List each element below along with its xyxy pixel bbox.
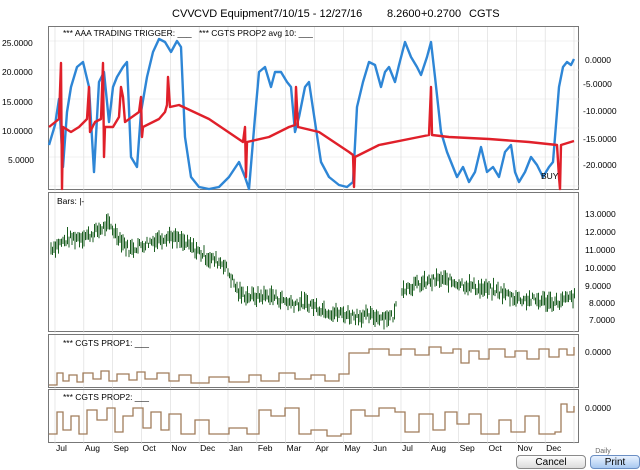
left-tick: 15.0000 xyxy=(2,97,33,107)
right-tick: 10.0000 xyxy=(585,263,616,273)
right-tick: -10.0000 xyxy=(583,106,617,116)
right-tick: 0.0000 xyxy=(585,55,611,65)
left-tick: 20.0000 xyxy=(2,67,33,77)
right-tick: 13.0000 xyxy=(585,209,616,219)
month-axis: Jul Aug Sep Oct Nov Dec Jan Feb Mar Apr May Jun Jul A… xyxy=(48,443,579,455)
prop2-line xyxy=(49,403,575,437)
prop1-panel[interactable]: *** CGTS PROP1: ___ xyxy=(48,334,579,389)
price-bars-plot xyxy=(50,193,575,333)
month-label: Nov xyxy=(517,443,533,453)
left-tick: 5.0000 xyxy=(8,155,34,165)
month-label: Mar xyxy=(286,443,302,453)
month-label: Dec xyxy=(200,443,216,453)
left-tick: 25.0000 xyxy=(2,38,33,48)
right-tick: 12.0000 xyxy=(585,227,616,237)
indicator-name: CGTS xyxy=(469,8,500,20)
company-name: CVD Equipment xyxy=(194,8,273,20)
prop2-avg-line xyxy=(47,37,576,191)
right-tick: 7.0000 xyxy=(589,315,615,325)
month-label: Feb xyxy=(257,443,273,453)
month-label: May xyxy=(344,443,361,453)
trading-trigger-line xyxy=(48,61,575,191)
symbol: CVV xyxy=(172,8,195,20)
month-label: Aug xyxy=(84,443,100,453)
right-tick: 8.0000 xyxy=(589,298,615,308)
month-label: Sep xyxy=(113,443,129,453)
prop2-right-tick: 0.0000 xyxy=(585,403,611,413)
prop1-plot xyxy=(49,335,575,389)
month-label: Aug xyxy=(430,443,446,453)
price-change: +0.2700 xyxy=(421,8,462,20)
trigger-legend: *** AAA TRADING TRIGGER: ___ xyxy=(63,28,192,38)
prop2-avg-legend: *** CGTS PROP2 avg 10: ___ xyxy=(199,28,313,38)
right-tick: -20.0000 xyxy=(583,160,617,170)
date-range: 7/10/15 - 12/27/16 xyxy=(273,8,363,20)
right-tick: -5.0000 xyxy=(583,79,612,89)
last-price: 8.2600 xyxy=(387,8,421,20)
month-label: Apr xyxy=(315,443,329,453)
bars-legend: Bars: |- xyxy=(57,196,85,206)
prop2-panel[interactable]: *** CGTS PROP2: ___ xyxy=(48,389,579,444)
prop1-legend: *** CGTS PROP1: ___ xyxy=(63,338,149,348)
price-bars xyxy=(50,213,575,330)
prop2-legend: *** CGTS PROP2: ___ xyxy=(63,392,149,402)
month-label: Jul xyxy=(402,443,413,453)
month-label: Dec xyxy=(546,443,562,453)
month-label: Jul xyxy=(56,443,67,453)
month-label: Jan xyxy=(229,443,243,453)
prop2-plot xyxy=(49,390,575,444)
month-label: Jun xyxy=(373,443,387,453)
daily-tab[interactable]: Daily xyxy=(595,448,611,455)
trigger-panel[interactable]: *** AAA TRADING TRIGGER: ___ *** CGTS PR… xyxy=(47,26,580,191)
month-label: Nov xyxy=(171,443,187,453)
prop1-right-tick: 0.0000 xyxy=(585,347,611,357)
left-tick: 10.0000 xyxy=(2,126,33,136)
right-tick: 9.0000 xyxy=(585,281,611,291)
price-bars-panel[interactable]: Bars: |- xyxy=(48,192,579,333)
buy-signal-label: BUY xyxy=(541,171,559,181)
month-label: Oct xyxy=(142,443,156,453)
chart-header: CVV CVD Equipment 7/10/15 - 12/27/16 8.2… xyxy=(0,0,640,26)
month-label: Sep xyxy=(459,443,475,453)
prop1-line xyxy=(49,346,575,386)
trigger-plot xyxy=(47,27,580,191)
month-label: Oct xyxy=(488,443,502,453)
right-tick: 11.0000 xyxy=(585,245,616,255)
right-tick: -15.0000 xyxy=(583,134,617,144)
